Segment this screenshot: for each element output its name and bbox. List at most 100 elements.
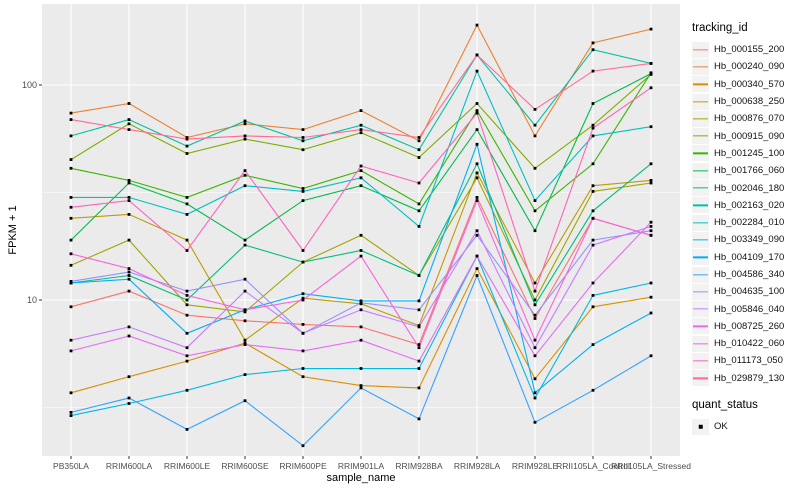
data-point	[69, 414, 73, 417]
data-point	[185, 354, 189, 358]
legend-key-line	[693, 187, 708, 189]
legend-key-icon	[692, 352, 709, 369]
data-point	[359, 164, 363, 168]
data-point	[301, 128, 305, 131]
legend-key-icon	[692, 110, 709, 127]
data-point	[359, 184, 363, 188]
data-point	[243, 184, 247, 188]
x-tick-label-RRIM928LA: RRIM928LA	[453, 461, 501, 471]
data-point	[301, 199, 305, 202]
legend-title-tracking-id: tracking_id	[692, 22, 748, 34]
y-tick-label-10: 10	[26, 295, 37, 305]
x-tick-label-RRII105LA_Stressed: RRII105LA_Stressed	[611, 461, 691, 471]
legend-item-Hb_004586_340: Hb_004586_340	[692, 266, 784, 283]
data-point	[417, 359, 421, 363]
data-point	[69, 349, 73, 353]
data-point	[69, 305, 73, 309]
data-point	[69, 118, 73, 121]
legend-key-line	[693, 83, 708, 85]
legend-key-icon	[692, 231, 709, 248]
legend-key-icon	[692, 180, 709, 197]
data-point	[69, 166, 73, 170]
data-point	[417, 225, 421, 228]
data-point	[475, 162, 479, 166]
data-point	[301, 136, 305, 139]
legend-item-Hb_002163_020: Hb_002163_020	[692, 197, 784, 214]
legend-key-icon	[692, 249, 709, 266]
data-point	[417, 417, 421, 421]
data-point	[301, 367, 305, 370]
legend-key-icon	[692, 283, 709, 300]
data-point	[185, 136, 189, 139]
data-point	[591, 41, 595, 45]
data-point	[649, 281, 653, 285]
data-point	[185, 294, 189, 297]
legend-key-line	[693, 170, 708, 172]
legend-item-Hb_000876_070: Hb_000876_070	[692, 110, 784, 127]
data-point	[359, 123, 363, 127]
data-point	[185, 359, 189, 363]
data-point	[649, 72, 653, 75]
legend-key-icon	[692, 266, 709, 283]
legend-key-icon	[692, 197, 709, 214]
data-point	[127, 277, 131, 281]
data-point	[591, 305, 595, 309]
data-point	[185, 428, 189, 431]
legend-item-label: Hb_000240_090	[714, 61, 785, 73]
data-point	[417, 156, 421, 159]
legend-key-icon	[692, 370, 709, 387]
data-point	[649, 162, 653, 166]
data-point	[127, 179, 131, 182]
data-point	[301, 187, 305, 190]
legend-key-line	[693, 256, 708, 258]
data-point	[127, 181, 131, 185]
data-point	[591, 294, 595, 297]
legend-key-line	[693, 221, 708, 224]
legend-item-label: Hb_008725_260	[714, 320, 785, 332]
legend-item-Hb_008725_260: Hb_008725_260	[692, 318, 784, 335]
data-point	[359, 308, 363, 312]
x-tick-label-RRIM600LA: RRIM600LA	[105, 461, 153, 471]
data-point	[417, 343, 421, 346]
legend-item-Hb_005846_040: Hb_005846_040	[692, 300, 784, 318]
legend-item-Hb_010422_060: Hb_010422_060	[692, 335, 784, 352]
data-point	[243, 310, 247, 314]
data-point	[127, 396, 131, 400]
data-point	[127, 128, 131, 131]
data-point	[185, 152, 189, 155]
data-point	[417, 325, 421, 329]
data-point	[533, 298, 537, 302]
data-point	[301, 323, 305, 326]
data-point	[591, 190, 595, 193]
data-point	[359, 249, 363, 252]
data-point	[649, 62, 653, 65]
data-point	[127, 270, 131, 274]
data-point	[649, 311, 653, 315]
legend-item-Hb_000915_090: Hb_000915_090	[692, 127, 784, 145]
data-point	[185, 346, 189, 350]
data-point	[69, 111, 73, 115]
data-point	[359, 176, 363, 180]
data-point	[127, 267, 131, 270]
data-point	[185, 238, 189, 242]
x-axis-title: sample_name	[326, 472, 396, 484]
legend-key-line	[693, 66, 708, 68]
legend-key-icon	[692, 335, 709, 352]
data-point	[417, 136, 421, 139]
data-point	[417, 202, 421, 206]
legend-panel: tracking_id Hb_000155_200 Hb_000240_090 Hb…	[692, 22, 784, 435]
data-point	[591, 243, 595, 247]
data-point	[301, 292, 305, 296]
data-point	[591, 123, 595, 127]
data-point	[359, 109, 363, 112]
data-point	[359, 386, 363, 390]
data-point	[533, 209, 537, 213]
data-point	[243, 277, 247, 281]
data-point	[475, 111, 479, 115]
data-point	[649, 125, 653, 129]
data-point	[243, 122, 247, 126]
data-point	[591, 48, 595, 52]
data-point	[127, 289, 131, 293]
data-point	[185, 298, 189, 302]
